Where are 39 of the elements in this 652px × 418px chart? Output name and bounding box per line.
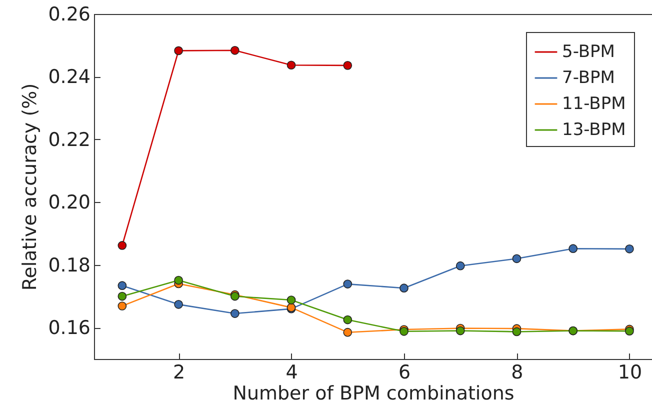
point xyxy=(343,315,352,324)
legend-label: 11-BPM xyxy=(562,94,626,114)
legend-label: 13-BPM xyxy=(562,120,626,140)
legend-label: 5-BPM xyxy=(562,42,615,62)
point xyxy=(174,276,183,285)
x-tick-label: 4 xyxy=(286,362,298,384)
point xyxy=(568,244,578,254)
point xyxy=(118,281,127,290)
point xyxy=(512,254,522,264)
point xyxy=(400,284,408,293)
y-tick-label: 0.26 xyxy=(48,4,90,26)
point xyxy=(512,327,522,336)
point xyxy=(625,244,634,254)
point xyxy=(343,328,352,337)
y-tick-label: 0.22 xyxy=(48,128,90,151)
x-tick-label: 10 xyxy=(618,362,642,384)
y-tick-label: 0.24 xyxy=(48,66,90,88)
point xyxy=(118,302,127,310)
y-axis-title: Relative accuracy (%) xyxy=(19,83,42,291)
point xyxy=(456,261,465,270)
point xyxy=(456,326,465,336)
point xyxy=(286,60,296,70)
y-tick-label: 0.16 xyxy=(48,317,90,340)
x-tick-label: 2 xyxy=(173,362,186,384)
y-tick-label: 0.20 xyxy=(48,192,90,214)
point xyxy=(174,300,183,309)
x-tick-label: 6 xyxy=(398,362,411,384)
point xyxy=(230,46,240,55)
x-tick-label: 8 xyxy=(511,362,524,384)
point xyxy=(286,296,296,304)
legend-label: 7-BPM xyxy=(562,68,615,88)
y-tick-label: 0.18 xyxy=(48,254,90,276)
point xyxy=(343,61,352,70)
point xyxy=(343,280,352,288)
point xyxy=(174,46,183,56)
x-axis-title: Number of BPM combinations xyxy=(232,382,514,404)
point xyxy=(118,241,127,250)
point xyxy=(230,309,240,318)
point xyxy=(118,292,127,301)
